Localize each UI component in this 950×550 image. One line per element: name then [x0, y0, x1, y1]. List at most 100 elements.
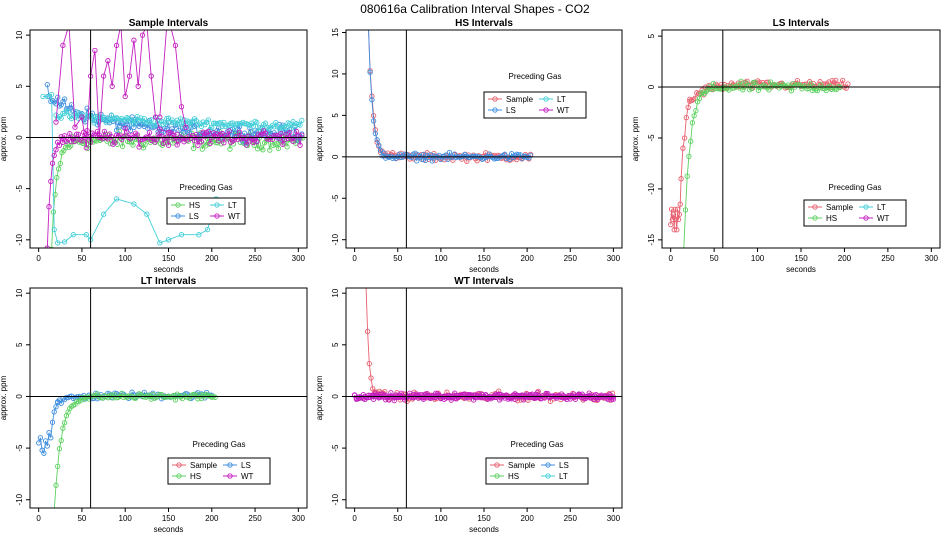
- data-point-wt: [174, 131, 180, 138]
- data-point-wt: [226, 128, 232, 134]
- data-point-wt: [83, 145, 89, 151]
- data-point-lt: [179, 123, 186, 129]
- data-point-wt: [214, 131, 220, 137]
- data-point-hs: [260, 147, 266, 153]
- series-line-wt: [46, 126, 303, 248]
- y-tick-label: 5: [331, 342, 340, 347]
- data-point-lt: [196, 232, 202, 238]
- data-point-lt: [250, 123, 256, 129]
- data-point-ls: [414, 158, 420, 164]
- data-point-sample: [675, 216, 682, 223]
- data-point-wt: [243, 142, 250, 148]
- legend-box: [167, 457, 271, 485]
- legend-swatch-marker: [545, 473, 551, 479]
- data-point-hs: [267, 147, 273, 153]
- data-point-wt: [148, 73, 154, 79]
- data-point-lt: [299, 117, 305, 124]
- data-point-wt: [510, 392, 516, 398]
- data-point-wt: [135, 83, 141, 89]
- data-point-lt: [113, 196, 120, 202]
- data-point-wt: [205, 128, 211, 135]
- x-tick-label: 300: [607, 514, 621, 523]
- data-point-ls: [429, 158, 435, 164]
- y-tick-label: -10: [15, 233, 24, 245]
- data-point-lt: [55, 240, 61, 246]
- data-point-ls: [113, 127, 120, 133]
- data-point-ls: [367, 69, 373, 75]
- series-line-sample: [670, 99, 691, 230]
- data-point-sample: [668, 206, 675, 212]
- y-tick-label: 0: [15, 394, 24, 399]
- data-point-ls: [381, 150, 387, 156]
- chart-title: WT Intervals: [454, 276, 514, 287]
- data-point-wt: [157, 126, 163, 132]
- y-axis-label: approx. ppm: [631, 116, 640, 161]
- data-point-ls: [49, 419, 56, 425]
- data-point-wt: [515, 392, 522, 399]
- data-point-wt: [108, 134, 115, 140]
- x-tick-label: 100: [119, 514, 133, 523]
- data-point-ls: [377, 147, 384, 153]
- data-point-wt: [126, 73, 133, 79]
- legend-swatch-marker: [863, 204, 869, 210]
- data-point-wt: [172, 42, 179, 49]
- y-tick-label: -5: [331, 194, 340, 202]
- data-point-hs: [691, 113, 697, 119]
- y-tick-label: 5: [15, 342, 24, 347]
- y-tick-label: 5: [647, 33, 656, 38]
- data-point-hs: [689, 120, 696, 126]
- data-point-lt: [70, 232, 76, 238]
- x-tick-label: 100: [751, 254, 765, 263]
- legend-entry-label: WT: [557, 106, 570, 115]
- chart-panel-5: WT Intervals 0 50 100 150 200 250 300 -10 -5 0 5 10 s…: [315, 276, 623, 534]
- legend-entry-label: LS: [506, 106, 516, 115]
- data-point-wt: [100, 73, 107, 79]
- y-tick-label: -5: [15, 185, 24, 193]
- data-point-sample: [594, 397, 600, 404]
- y-axis-label: approx. ppm: [315, 116, 324, 161]
- data-point-sample: [676, 211, 683, 218]
- y-axis-label: approx. ppm: [0, 375, 8, 420]
- data-point-ls: [233, 130, 239, 136]
- legend-entry-label: LT: [228, 201, 237, 210]
- legend: Preceding Gas Sample LS HS WT: [167, 440, 271, 485]
- legend-title: Preceding Gas: [193, 440, 246, 449]
- data-point-lt: [48, 91, 55, 98]
- data-point-sample: [364, 277, 368, 281]
- data-point-wt: [46, 204, 52, 210]
- data-point-wt: [242, 136, 248, 142]
- data-point-wt: [278, 130, 284, 137]
- data-point-hs: [130, 142, 136, 148]
- y-tick-label: 5: [331, 113, 340, 118]
- data-point-wt: [60, 42, 66, 49]
- data-point-hs: [738, 78, 744, 84]
- legend-swatch-marker: [812, 215, 818, 221]
- x-tick-label: 150: [162, 254, 176, 263]
- legend-swatch-marker: [543, 96, 549, 102]
- legend-entry-label: LS: [189, 212, 199, 221]
- x-tick-label: 50: [77, 514, 86, 523]
- data-point-wt: [100, 136, 106, 142]
- data-point-lt: [283, 124, 289, 131]
- y-tick-label: 0: [331, 154, 340, 159]
- data-point-ls: [374, 137, 380, 143]
- data-point-wt: [157, 133, 163, 139]
- data-point-wt: [120, 134, 127, 140]
- legend-entry-label: LS: [559, 461, 569, 470]
- data-point-lt: [210, 120, 217, 126]
- data-point-hs: [61, 420, 68, 426]
- data-point-sample: [677, 201, 683, 207]
- x-axis-label: seconds: [469, 265, 499, 274]
- data-point-sample: [680, 145, 686, 151]
- x-tick-label: 200: [205, 254, 219, 263]
- data-point-hs: [284, 144, 290, 150]
- data-point-hs: [710, 80, 716, 87]
- x-tick-label: 100: [434, 254, 448, 263]
- data-point-lt: [91, 120, 97, 126]
- legend-swatch-marker: [543, 107, 549, 113]
- legend-swatch-marker: [494, 473, 500, 479]
- data-point-wt: [285, 135, 291, 142]
- data-point-wt: [195, 142, 201, 148]
- x-tick-label: 0: [36, 254, 41, 263]
- data-point-wt: [221, 140, 227, 146]
